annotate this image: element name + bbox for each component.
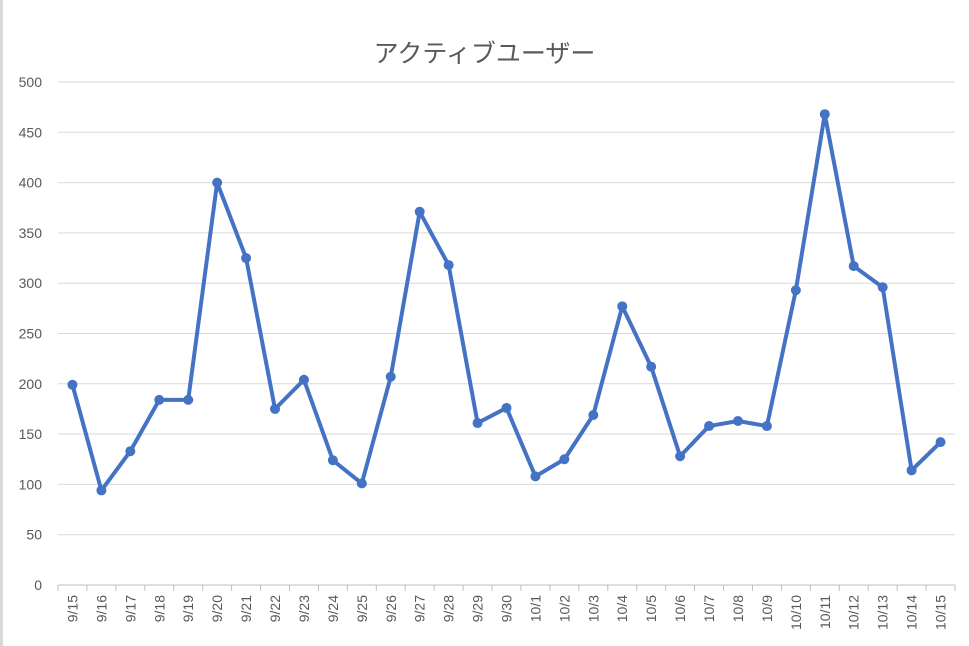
y-tick-label: 0 [34, 577, 42, 593]
data-point [125, 446, 136, 457]
data-point [472, 418, 483, 429]
data-point [183, 394, 194, 405]
x-tick-label: 9/27 [412, 595, 428, 622]
chart-frame-border [0, 0, 3, 646]
data-point [559, 454, 570, 465]
x-tick-label: 10/4 [614, 595, 630, 622]
x-tick-label: 9/23 [296, 595, 312, 622]
data-point [588, 409, 599, 420]
data-point [212, 177, 223, 188]
data-point [385, 371, 396, 382]
x-tick-label: 9/26 [383, 595, 399, 622]
data-point [761, 421, 772, 432]
data-point [646, 361, 657, 372]
y-tick-label: 450 [19, 124, 43, 140]
data-point [327, 455, 338, 466]
data-point [732, 416, 743, 427]
x-tick-label: 10/3 [585, 595, 601, 622]
data-point [675, 451, 686, 462]
data-point [356, 478, 367, 489]
x-tick-label: 9/22 [267, 595, 283, 622]
data-point [270, 403, 281, 414]
x-tick-label: 9/21 [238, 595, 254, 622]
x-tick-label: 9/18 [151, 595, 167, 622]
y-tick-label: 400 [19, 175, 43, 191]
data-point [530, 471, 541, 482]
data-point [443, 260, 454, 271]
y-tick-label: 200 [19, 376, 43, 392]
y-tick-label: 500 [19, 74, 43, 90]
data-point [617, 301, 628, 312]
x-tick-label: 10/11 [817, 595, 833, 629]
x-tick-label: 10/8 [730, 595, 746, 622]
x-tick-label: 10/7 [701, 595, 717, 622]
x-tick-label: 10/12 [846, 595, 862, 630]
x-tick-label: 9/15 [64, 595, 80, 622]
y-tick-label: 150 [19, 426, 43, 442]
data-point [906, 465, 917, 476]
y-tick-label: 250 [19, 326, 43, 342]
x-tick-label: 9/19 [180, 595, 196, 622]
x-tick-label: 10/14 [904, 595, 920, 630]
x-tick-label: 9/16 [93, 595, 109, 622]
data-point [790, 285, 801, 296]
data-point [414, 206, 425, 217]
y-tick-label: 50 [26, 527, 42, 543]
x-tick-label: 9/28 [441, 595, 457, 622]
data-point [848, 261, 859, 272]
data-point [241, 253, 252, 264]
y-tick-label: 350 [19, 225, 43, 241]
x-tick-label: 10/13 [875, 595, 891, 630]
x-tick-label: 10/5 [643, 595, 659, 622]
data-point [935, 437, 946, 448]
data-point [96, 485, 107, 496]
data-point [67, 379, 78, 390]
x-tick-label: 9/29 [470, 595, 486, 622]
x-tick-label: 9/25 [354, 595, 370, 622]
x-tick-label: 9/20 [209, 595, 225, 622]
data-point [819, 109, 830, 120]
data-point [877, 282, 888, 293]
x-tick-label: 10/15 [933, 595, 949, 630]
x-tick-label: 10/2 [556, 595, 572, 622]
y-tick-label: 100 [19, 476, 43, 492]
data-point [501, 402, 512, 413]
x-tick-label: 10/9 [759, 595, 775, 622]
y-tick-label: 300 [19, 275, 43, 291]
x-tick-label: 10/6 [672, 595, 688, 622]
data-point [704, 421, 715, 432]
x-tick-label: 9/24 [325, 595, 341, 622]
data-point [298, 374, 309, 385]
x-tick-label: 9/17 [122, 595, 138, 622]
data-point [154, 394, 165, 405]
x-tick-label: 10/10 [788, 595, 804, 630]
chart-title: アクティブユーザー [373, 39, 596, 68]
x-tick-label: 9/30 [499, 595, 515, 622]
x-tick-label: 10/1 [527, 595, 543, 622]
